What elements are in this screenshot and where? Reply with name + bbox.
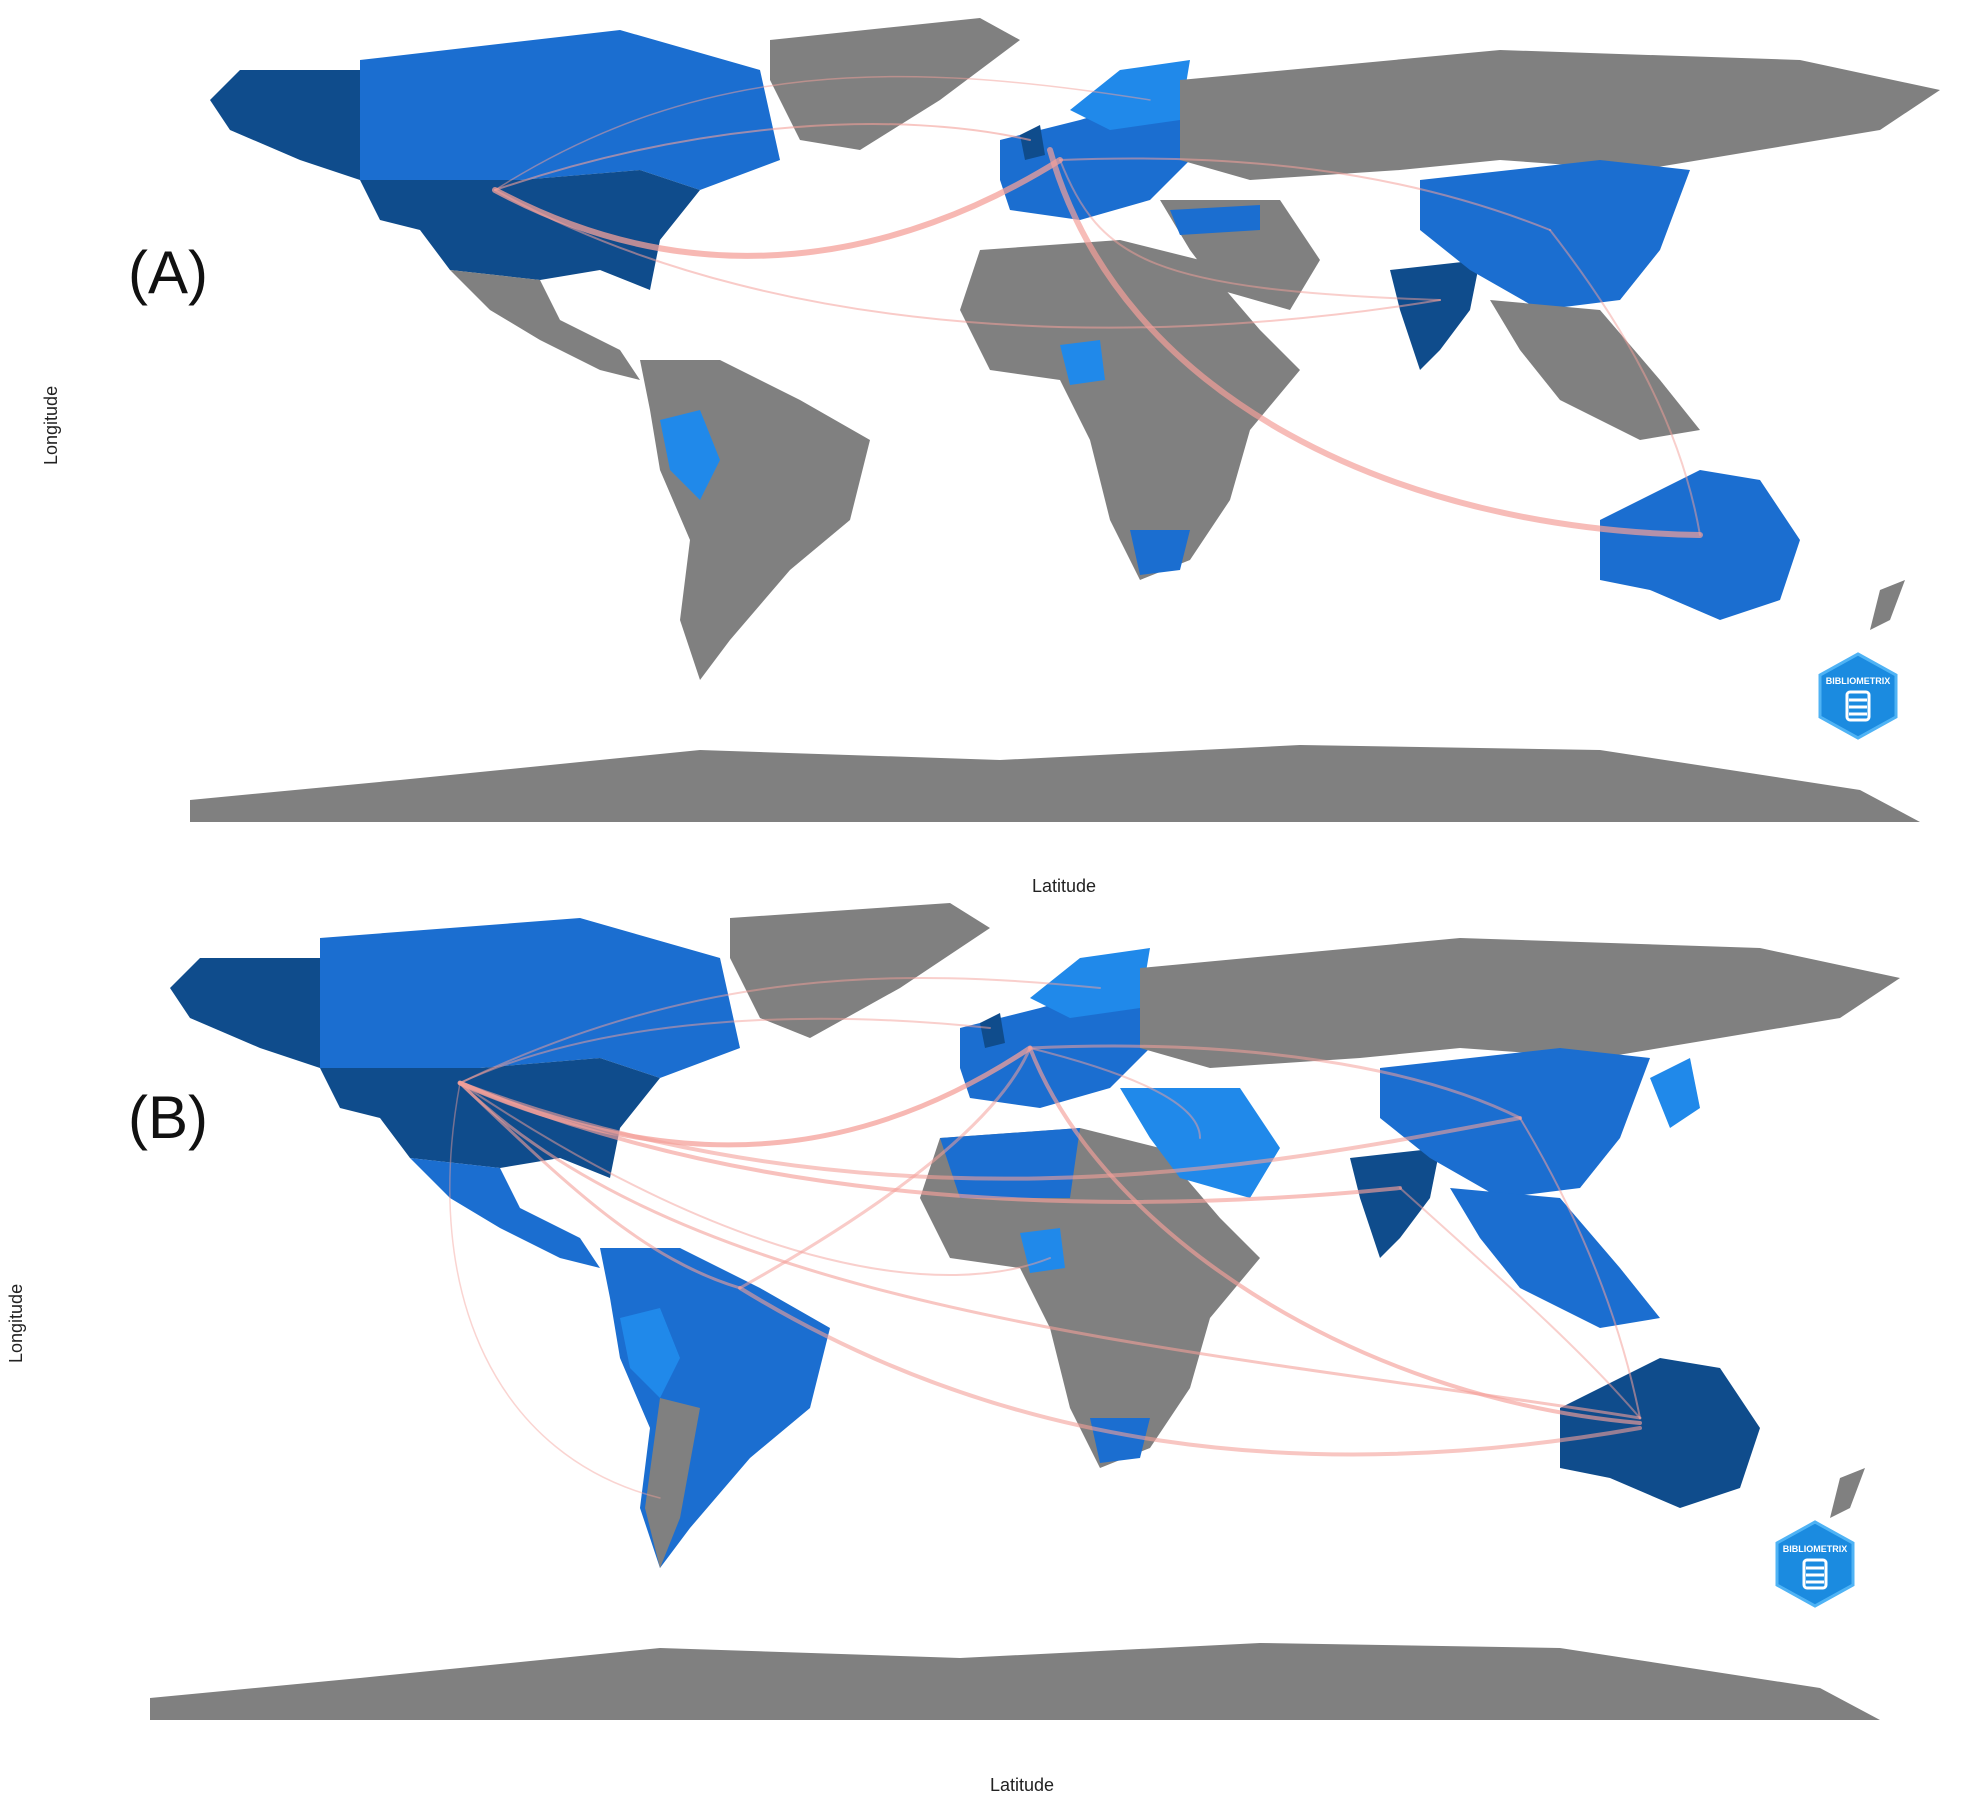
link-china-australia — [1519, 1117, 1641, 1419]
south-africa — [1090, 1418, 1150, 1463]
link-usa-brazil — [458, 1081, 742, 1290]
link-usa-uk — [494, 123, 1031, 191]
uk — [980, 1013, 1005, 1048]
usa — [320, 1058, 660, 1178]
x-axis-label: Latitude — [1032, 876, 1097, 896]
china — [1380, 1048, 1650, 1198]
mexico — [450, 270, 640, 380]
india — [1350, 1148, 1440, 1258]
link-europe-australia — [1028, 1046, 1642, 1425]
link-europe-china — [1059, 157, 1551, 231]
y-axis-label: Longitude — [6, 1283, 26, 1363]
link-usa-china — [458, 1081, 1522, 1181]
landmass-layer — [190, 18, 1940, 822]
new-zealand — [1870, 580, 1905, 630]
link-usa-nigeria — [459, 1082, 1051, 1277]
southeast-asia — [1490, 300, 1700, 440]
collaboration-links-a — [492, 75, 1703, 538]
nigeria — [1020, 1228, 1065, 1273]
africa — [920, 1128, 1260, 1468]
panel-label: (B) — [128, 1084, 208, 1151]
collaboration-links-b — [449, 976, 1642, 1499]
link-usa-scandinavia — [459, 976, 1101, 1084]
antarctica — [150, 1643, 1880, 1720]
argentina — [645, 1398, 700, 1568]
bibliometrix-logo: BIBLIOMETRIX — [1775, 1520, 1855, 1608]
japan — [1650, 1058, 1700, 1128]
link-usa-argentina — [449, 1082, 661, 1499]
link-europe-australia — [1047, 147, 1703, 538]
australia — [1560, 1358, 1760, 1508]
turkey — [1170, 205, 1260, 235]
south-america — [640, 360, 870, 680]
north-africa — [940, 1128, 1080, 1198]
greenland — [730, 903, 990, 1038]
link-usa-uk — [459, 1017, 991, 1084]
india — [1390, 260, 1480, 370]
panel-b: (B) Latitude Longitude BIBLIOMETRIX — [0, 898, 1974, 1796]
world-map-a — [190, 18, 1940, 822]
alaska — [210, 70, 360, 180]
antarctica — [190, 745, 1920, 822]
logo-text: BIBLIOMETRIX — [1783, 1544, 1848, 1554]
link-india-australia — [1399, 1187, 1641, 1419]
link-usa-europe — [492, 157, 1063, 259]
link-brazil-australia — [738, 1286, 1642, 1457]
link-china-australia — [1549, 229, 1701, 536]
logo-text: BIBLIOMETRIX — [1826, 676, 1891, 686]
landmass-layer — [150, 903, 1900, 1720]
link-usa-australia — [458, 1081, 1642, 1420]
x-axis-label: Latitude — [990, 1775, 1055, 1795]
canada — [320, 918, 740, 1078]
peru — [620, 1308, 680, 1398]
south-africa — [1130, 530, 1190, 575]
usa — [360, 170, 700, 290]
scandinavia — [1030, 948, 1150, 1018]
australia — [1600, 470, 1800, 620]
nigeria — [1060, 340, 1105, 385]
peru — [660, 410, 720, 500]
uk — [1020, 125, 1045, 160]
link-usa-india — [494, 189, 1441, 329]
alaska — [170, 958, 320, 1068]
panel-a: (A) Latitude Longitude BIBLIOMETRIX — [0, 0, 1974, 898]
link-europe-india — [1059, 159, 1441, 301]
scandinavia — [1070, 60, 1190, 130]
russia — [1180, 50, 1940, 180]
russia — [1140, 938, 1900, 1068]
bibliometrix-logo: BIBLIOMETRIX — [1818, 652, 1898, 740]
link-usa-india — [458, 1081, 1402, 1204]
link-usa-scandinavia — [494, 75, 1151, 191]
y-axis-label: Longitude — [41, 385, 61, 465]
mexico — [410, 1158, 600, 1268]
link-europe-china — [1028, 1044, 1522, 1120]
link-europe-middle-east — [1029, 1047, 1201, 1139]
south-america — [600, 1248, 830, 1568]
southeast-asia — [1450, 1188, 1660, 1328]
middle-east — [1120, 1088, 1280, 1198]
greenland — [770, 18, 1020, 150]
new-zealand — [1830, 1468, 1865, 1518]
canada — [360, 30, 780, 190]
panel-label: (A) — [128, 239, 208, 306]
world-map-b — [150, 903, 1900, 1720]
